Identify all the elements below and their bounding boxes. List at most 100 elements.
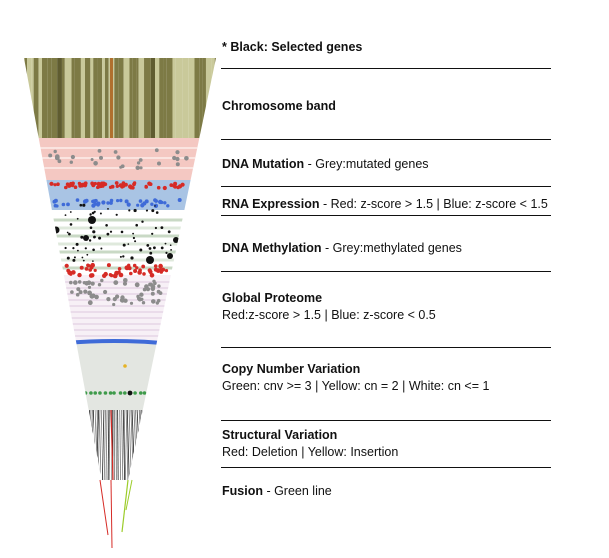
legend-desc: - Grey:methylated genes <box>321 241 462 255</box>
cnv-green-dot <box>98 391 102 395</box>
sv-line <box>79 409 85 481</box>
fusion-red-line <box>110 479 113 549</box>
proteome-grey-dot <box>150 291 155 296</box>
selected-gene-dot <box>122 255 125 258</box>
selected-genes-label: * Black: Selected genes <box>222 40 363 54</box>
selected-gene-dot <box>173 237 179 243</box>
methylation-red-dot <box>102 273 107 278</box>
band-stripe <box>74 58 81 138</box>
expression-blue-dot <box>96 203 100 207</box>
methylation-red-dot <box>118 272 124 278</box>
expression-red-dot <box>114 181 119 185</box>
proteome-grey-dot <box>100 278 104 283</box>
expression-red-dot <box>97 181 101 185</box>
expression-red-dot <box>144 184 148 188</box>
expression-blue-dot <box>138 199 143 203</box>
expression-red-dot <box>91 183 96 188</box>
sv-line <box>119 409 121 481</box>
methylation-red-dot <box>117 267 122 271</box>
selected-gene-dot <box>98 236 102 240</box>
sv-line <box>139 409 145 481</box>
band-stripe <box>51 58 58 138</box>
band-stripe <box>175 58 183 138</box>
methylation-red-dot <box>108 273 113 277</box>
expression-blue-dot <box>119 198 123 203</box>
cnv-green-dot <box>148 391 152 395</box>
band-stripe <box>47 58 52 138</box>
band-stripe <box>129 58 133 138</box>
mutation-dot <box>136 161 141 165</box>
legend-structural-variation: Structural Variation Red: Deletion | Yel… <box>222 428 552 459</box>
expression-blue-dot <box>136 203 140 207</box>
selected-gene-dot <box>82 259 85 262</box>
mutation-dot <box>175 150 180 155</box>
selected-gene-dot <box>115 213 118 216</box>
methylation-red-dot <box>133 269 138 273</box>
rna-expression-track <box>24 180 216 210</box>
band-stripe <box>108 58 112 138</box>
selected-gene-dot <box>92 260 94 262</box>
expression-blue-dot <box>126 202 131 207</box>
selected-gene-dot <box>127 390 133 396</box>
selected-gene-dot <box>107 208 109 210</box>
proteome-grey-dot <box>84 281 89 286</box>
band-stripe <box>150 58 156 138</box>
band-stripe <box>214 58 216 138</box>
sv-line <box>126 409 130 481</box>
sv-line <box>125 409 129 481</box>
band-stripe <box>194 58 200 138</box>
proteome-grey-dot <box>83 289 88 294</box>
mutation-dot <box>54 155 60 161</box>
expression-red-dot <box>65 182 70 186</box>
expression-blue-dot <box>75 198 80 202</box>
selected-gene-dot <box>79 203 83 207</box>
selected-gene-dot <box>77 249 79 252</box>
selected-gene-dot <box>132 236 135 240</box>
proteome-grey-dot <box>141 301 146 305</box>
band-stripe <box>42 58 48 138</box>
band-stripe <box>90 58 94 138</box>
methylation-red-dot <box>158 263 163 269</box>
selected-gene-dot <box>151 209 155 213</box>
cnv-green-dot <box>112 391 116 395</box>
expression-blue-dot <box>53 198 58 203</box>
cnv-green-dot <box>93 391 98 395</box>
band-stripe <box>202 58 206 138</box>
fusion-red-line <box>99 479 109 536</box>
methylation-red-dot <box>161 267 166 272</box>
legend-divider <box>221 215 551 216</box>
expression-blue-dot <box>109 198 114 203</box>
band-centromere <box>110 58 113 138</box>
proteome-grey-dot <box>151 299 156 304</box>
selected-gene-dot <box>170 249 173 251</box>
legend-global-proteome: Global Proteome Red:z-score > 1.5 | Blue… <box>222 291 552 322</box>
band-stripe <box>57 58 62 138</box>
cnv-green-dot <box>142 391 147 395</box>
methylation-red-dot <box>124 265 130 271</box>
band-stripe <box>159 58 164 138</box>
selected-gene-dot <box>146 244 150 247</box>
sv-line <box>138 409 144 481</box>
cnv-yellow-dot <box>123 364 127 368</box>
band-stripe <box>61 58 65 138</box>
sv-line <box>108 409 111 481</box>
legend-title: Copy Number Variation <box>222 362 361 376</box>
global-proteome-track <box>24 275 216 343</box>
expression-blue-dot <box>163 201 167 205</box>
expression-blue-dot <box>91 203 96 208</box>
band-stripe <box>71 58 75 138</box>
mutation-dot <box>119 165 123 169</box>
mutation-dot <box>138 158 143 162</box>
sv-line <box>122 409 126 481</box>
band-stripe <box>123 58 130 138</box>
selected-genes-note: * Black: Selected genes <box>222 38 552 56</box>
legend-copy-number: Copy Number Variation Green: cnv >= 3 | … <box>222 362 552 393</box>
expression-blue-dot <box>150 202 154 206</box>
mutation-dot <box>69 160 74 164</box>
sv-line <box>121 409 124 481</box>
expression-blue-dot <box>84 198 89 203</box>
methylation-red-dot <box>77 272 82 278</box>
cnv-green-dot <box>123 391 127 395</box>
legend-title: DNA Mutation <box>222 157 305 171</box>
proteome-grey-dot <box>140 297 144 301</box>
